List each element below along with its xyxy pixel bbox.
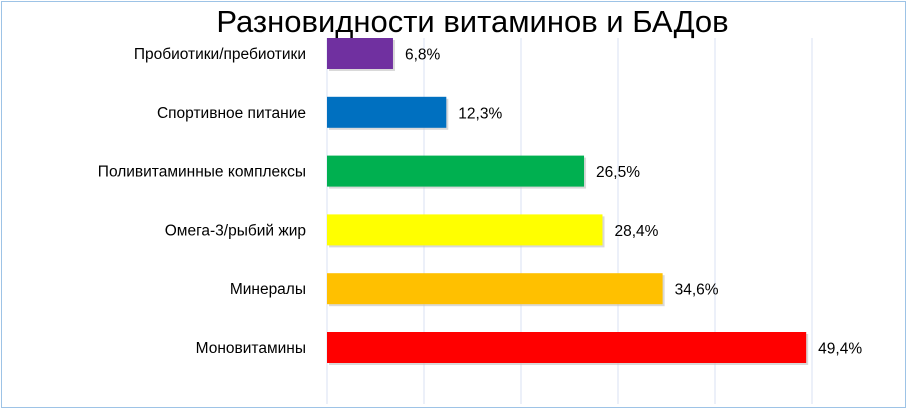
data-label-6: 49,4%	[818, 341, 862, 358]
data-label-3: 26,5%	[596, 164, 640, 181]
chart-title: Разновидности витаминов и БАДов	[216, 4, 729, 39]
category-label-4: Омега-3/рыбий жир	[165, 222, 306, 239]
bar-4	[327, 214, 603, 246]
bar-3	[327, 155, 585, 187]
data-label-1: 6,8%	[405, 47, 441, 64]
category-label-3: Поливитаминные комплексы	[98, 164, 306, 181]
category-label-5: Минералы	[230, 281, 306, 298]
category-label-2: Спортивное питание	[157, 105, 306, 122]
bar-5	[327, 273, 663, 305]
bar-2	[327, 96, 447, 128]
bar-6	[327, 332, 807, 363]
category-label-1: Пробиотики/пребиотики	[134, 46, 306, 63]
category-label-6: Моновитамины	[196, 340, 306, 357]
data-label-5: 34,6%	[675, 282, 719, 299]
data-label-4: 28,4%	[614, 223, 658, 240]
data-label-2: 12,3%	[458, 105, 502, 122]
bar-1	[327, 38, 393, 69]
